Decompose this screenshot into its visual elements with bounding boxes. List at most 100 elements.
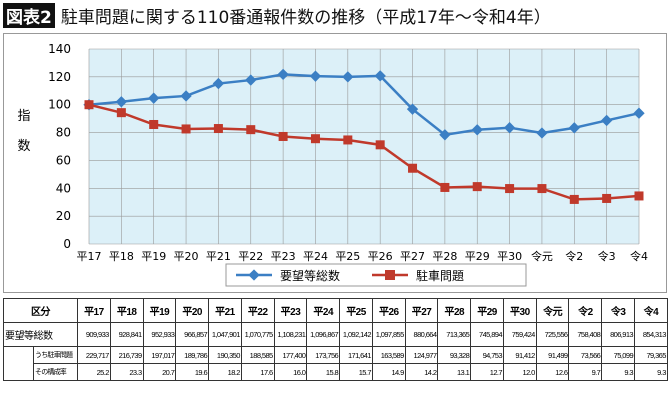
table-cell: 177,400 (273, 346, 308, 364)
x-tick-label: 平21 (206, 250, 231, 263)
table-cell: 1,047,901 (208, 322, 242, 347)
table-cell: 12.7 (470, 363, 504, 381)
table-cell: 91,412 (502, 346, 537, 364)
table-cell: 20.7 (142, 363, 177, 381)
y-tick-label: 100 (48, 98, 71, 112)
data-point-parking (343, 135, 353, 145)
table-cell: 91,499 (535, 346, 570, 364)
table-row: その構成率 25.2 23.3 20.7 19.6 18.2 17.6 16.0 15.8 15.… (3, 363, 668, 381)
table-cell: 13.1 (437, 363, 472, 381)
data-point-parking (246, 125, 256, 135)
table-cell: 759,424 (502, 322, 537, 347)
data-point-parking (569, 194, 579, 204)
y-axis-label: 指 (17, 109, 30, 124)
series-line-0 (88, 73, 640, 137)
data-point-parking (408, 163, 418, 173)
table-cell: 9.3 (634, 363, 668, 381)
table-cell: 73,566 (568, 346, 603, 364)
data-point-parking (472, 182, 482, 192)
table-cell: 952,933 (142, 322, 177, 347)
table-header-cell: 平20 (175, 298, 210, 323)
table-header-cell: 平19 (142, 298, 177, 323)
table-cell: 17.6 (240, 363, 275, 381)
legend-marker-parking (385, 270, 395, 280)
data-table: 区分 平17 平18 平19 平20 平21 平22 平23 平24 平25 平26 平27 平28 平2… (3, 298, 668, 381)
table-header-cell: 平24 (306, 298, 341, 323)
table-cell: 14.9 (371, 363, 406, 381)
table-cell: 713,365 (437, 322, 472, 347)
table-header-cell: 平21 (208, 298, 242, 323)
table-cell: 1,092,142 (339, 322, 373, 347)
table-header-cell: 区分 (3, 298, 78, 323)
data-point-parking (505, 184, 515, 194)
line-chart: 0 20 40 60 80 100 120 140 平17 平18 平19 平20 平21 平22 平23 平… (17, 42, 648, 287)
table-cell: 75,099 (601, 346, 636, 364)
y-tick-label: 120 (48, 70, 71, 84)
table-cell: 197,017 (142, 346, 177, 364)
table-header-row: 区分 平17 平18 平19 平20 平21 平22 平23 平24 平25 平26 平27 平28 平2… (3, 298, 668, 323)
table-cell: 854,313 (634, 322, 668, 347)
row-indent (3, 363, 34, 381)
table-cell: 1,108,231 (273, 322, 308, 347)
data-point-parking (537, 184, 547, 194)
chart-title: 図表2 駐車問題に関する110番通報件数の推移（平成17年～令和4年） (3, 2, 551, 28)
x-tick-label: 平22 (238, 250, 263, 263)
table-cell: 725,556 (535, 322, 570, 347)
table-cell: 15.7 (339, 363, 373, 381)
data-point-parking (440, 182, 450, 192)
table-header-cell: 平25 (339, 298, 373, 323)
table-cell: 928,841 (109, 322, 144, 347)
plot-background (89, 49, 639, 244)
table-cell: 1,097,855 (371, 322, 406, 347)
chart-area: 0 20 40 60 80 100 120 140 平17 平18 平19 平20 平21 平22 平23 平… (3, 33, 667, 293)
data-point-parking (213, 124, 223, 134)
row-indent (3, 346, 34, 364)
row-label: 要望等総数 (3, 322, 78, 347)
data-point-parking (634, 191, 644, 201)
row-label: うち駐車問題 (33, 346, 78, 364)
table-header-cell: 平18 (109, 298, 144, 323)
table-cell: 9.7 (568, 363, 603, 381)
table-header-cell: 平27 (404, 298, 439, 323)
table-cell: 806,913 (601, 322, 636, 347)
table-cell: 15.8 (306, 363, 341, 381)
table-cell: 12.6 (535, 363, 570, 381)
table-cell: 216,739 (109, 346, 144, 364)
x-tick-label: 平24 (303, 250, 328, 263)
legend-label-parking: 駐車問題 (416, 268, 464, 283)
legend-marker-total (248, 269, 260, 281)
x-tick-label: 平19 (141, 250, 166, 263)
x-tick-label: 平18 (109, 250, 134, 263)
data-point-parking (149, 119, 159, 129)
table-cell: 173,756 (306, 346, 341, 364)
x-tick-label: 平28 (432, 250, 457, 263)
table-header-cell: 令3 (601, 298, 636, 323)
x-tick-label: 平30 (497, 250, 522, 263)
y-tick-label: 140 (48, 42, 71, 56)
row-label: その構成率 (33, 363, 78, 381)
x-tick-label: 平29 (465, 250, 490, 263)
table-header-cell: 平17 (77, 298, 111, 323)
data-point-parking (278, 131, 288, 141)
x-tick-label: 平23 (271, 250, 296, 263)
table-cell: 966,857 (175, 322, 210, 347)
x-tick-label: 平27 (400, 250, 425, 263)
data-point-total (115, 96, 128, 108)
data-point-total (212, 77, 225, 90)
data-point-parking (116, 108, 126, 118)
table-row: 要望等総数 909,933 928,841 952,933 966,857 1,047,9… (3, 322, 668, 347)
table-cell: 93,328 (437, 346, 472, 364)
y-tick-label: 60 (56, 153, 71, 167)
x-tick-label: 令3 (598, 249, 616, 263)
x-tick-label: 令4 (630, 249, 648, 263)
data-point-total (342, 71, 354, 83)
table-cell: 758,408 (568, 322, 603, 347)
x-tick-label: 平25 (335, 250, 360, 263)
data-point-parking (181, 124, 191, 134)
table-cell: 880,664 (404, 322, 439, 347)
table-cell: 16.0 (273, 363, 308, 381)
data-point-parking (602, 193, 612, 203)
table-header-cell: 平26 (371, 298, 406, 323)
x-tick-label: 平20 (174, 250, 199, 263)
table-cell: 19.6 (175, 363, 210, 381)
